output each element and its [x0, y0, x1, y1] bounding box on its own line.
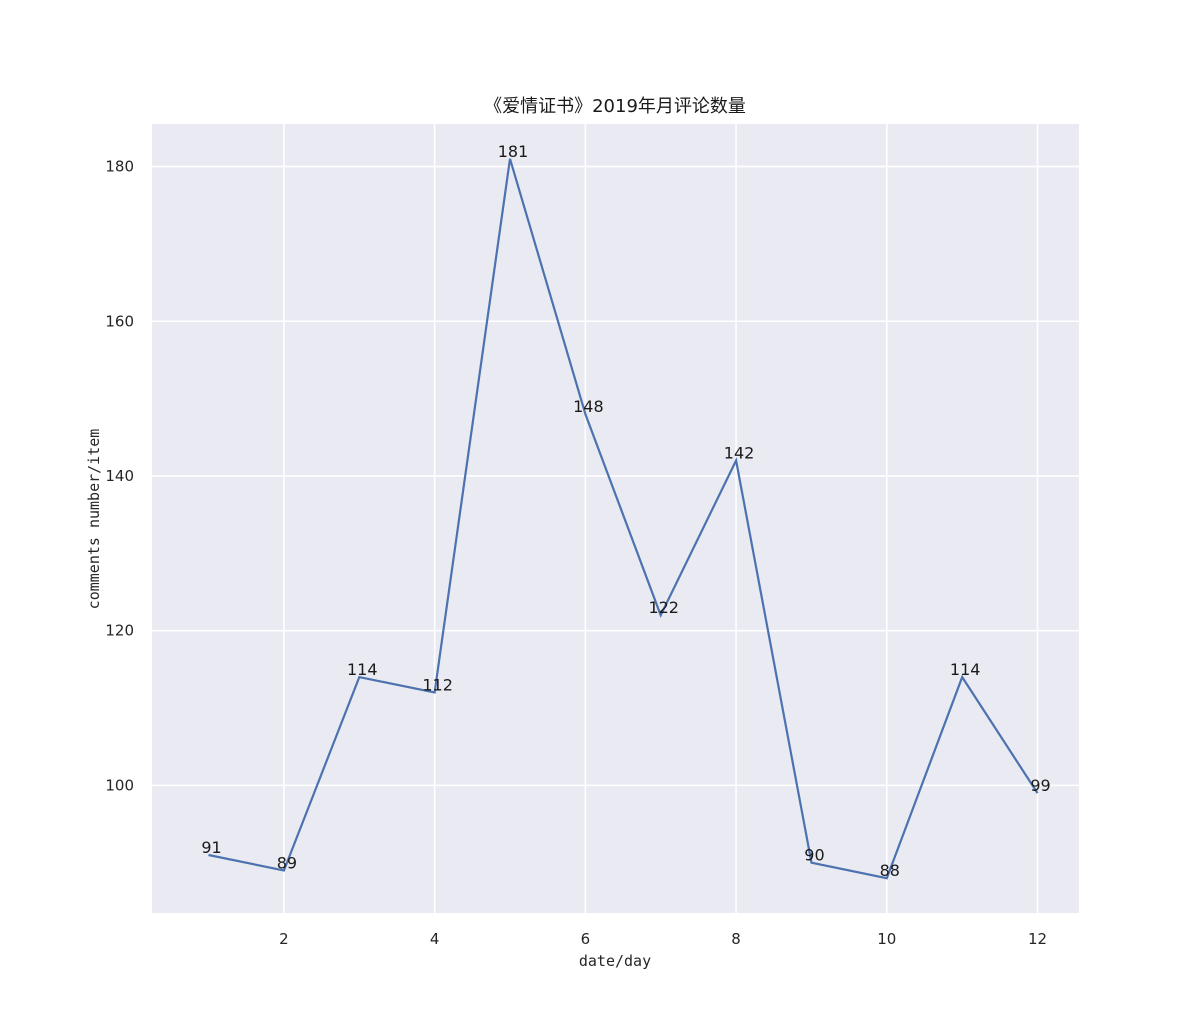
- y-axis-label: comments number/item: [85, 429, 103, 610]
- y-tick-label: 180: [105, 158, 134, 176]
- x-tick-label: 6: [581, 930, 591, 948]
- data-labels: 91 89 114 112 181 148 122 142 90 88 114 99: [201, 142, 1050, 880]
- data-label: 148: [573, 397, 604, 416]
- plot-area: [152, 124, 1079, 913]
- x-tick-label: 10: [877, 930, 896, 948]
- data-label: 114: [950, 660, 981, 679]
- chart-title: 《爱情证书》2019年月评论数量: [484, 96, 746, 117]
- y-tick-labels: 100 120 140 160 180: [105, 158, 134, 795]
- data-label: 99: [1030, 776, 1050, 795]
- grid-lines: [152, 124, 1079, 913]
- x-tick-label: 12: [1028, 930, 1047, 948]
- data-label: 91: [201, 838, 221, 857]
- data-label: 112: [422, 676, 453, 695]
- data-label: 89: [277, 853, 297, 872]
- data-label: 142: [724, 443, 755, 462]
- y-tick-label: 140: [105, 467, 134, 485]
- series-line: [208, 158, 1039, 880]
- data-label: 90: [804, 846, 824, 865]
- x-tick-label: 2: [279, 930, 289, 948]
- x-tick-label: 8: [731, 930, 741, 948]
- x-axis-label: date/day: [579, 952, 651, 970]
- data-label: 181: [498, 142, 529, 161]
- y-tick-label: 120: [105, 622, 134, 640]
- y-tick-label: 100: [105, 776, 134, 794]
- x-tick-labels: 2 4 6 8 10 12: [279, 930, 1047, 948]
- data-label: 88: [880, 861, 900, 880]
- data-label: 114: [347, 660, 378, 679]
- x-tick-label: 4: [430, 930, 440, 948]
- y-tick-label: 160: [105, 312, 134, 330]
- data-label: 122: [648, 598, 679, 617]
